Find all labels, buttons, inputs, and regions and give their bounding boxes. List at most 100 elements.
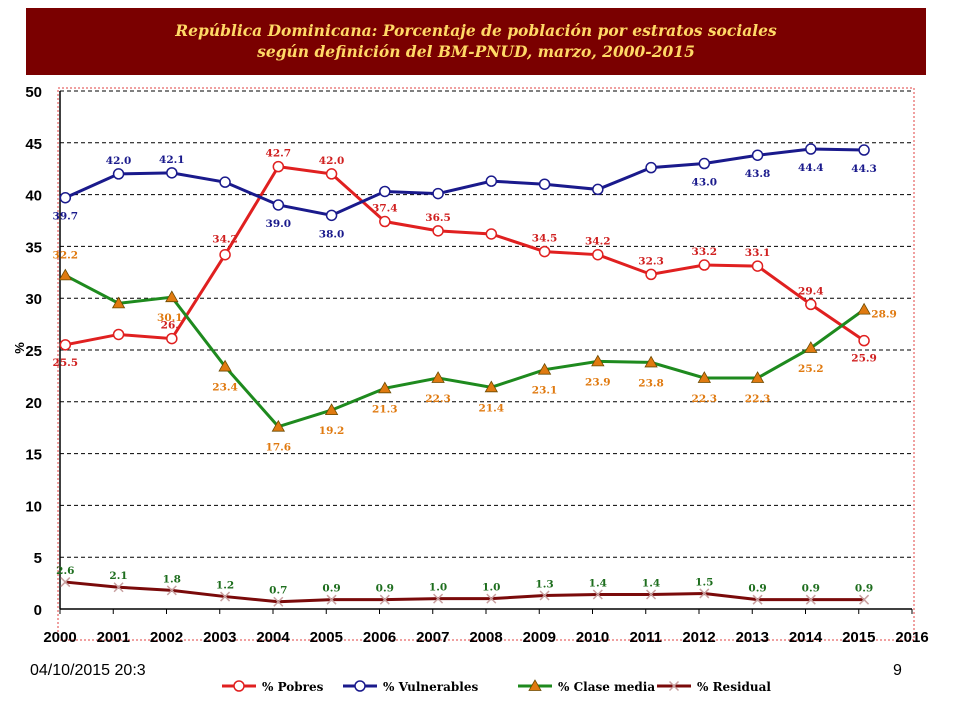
vulnerables-point [112,168,125,180]
clase-media-data-label: 22.3 [745,393,771,405]
clase-media-data-label: 23.4 [212,382,238,394]
slide-number: 9 [893,662,902,679]
legend-label: % Vulnerables [383,680,478,694]
pobres-data-label: 37.4 [372,203,398,215]
residual-data-label: 1.8 [163,573,181,585]
legend-residual-point [668,680,680,692]
residual-data-label: 0.9 [855,583,873,595]
y-tick-label: 20 [25,395,42,412]
residual-point [859,594,870,605]
pobres-point [538,245,551,258]
pobres-data-label: 29.4 [798,285,824,297]
x-tick-label: 2016 [895,629,928,646]
residual-data-label: 1.5 [695,576,713,588]
vulnerables-point [59,191,72,204]
clase-media-data-label: 23.9 [585,376,611,388]
x-tick-label: 2013 [736,629,769,646]
clase-media-point [271,419,286,432]
y-tick-label: 45 [25,136,42,153]
x-tick-label: 2008 [469,629,502,646]
clase-media-data-label: 19.2 [319,425,345,437]
x-tick-label: 2012 [682,629,715,646]
vulnerables-point [379,185,391,198]
residual-point [486,593,497,604]
residual-point [273,596,284,607]
legend-clase-media-point [528,679,542,691]
clase-media-point [484,380,499,393]
residual-data-label: 1.3 [535,579,553,591]
vulnerables-data-label: 43.0 [692,177,718,189]
plot-area-border [57,87,915,641]
y-axis-label: % [12,342,27,354]
x-tick-label: 2011 [629,629,662,646]
x-tick-label: 2005 [310,629,343,646]
legend-label: % Residual [697,680,771,694]
legend-label: % Clase media [558,680,655,694]
pobres-data-label: 26. [161,320,179,332]
clase-media-point [218,359,232,372]
pobres-point [751,260,764,272]
y-tick-label: 35 [25,239,42,256]
residual-point [805,594,816,605]
clase-media-data-label: 21.3 [372,403,398,415]
residual-data-label: 0.9 [322,583,340,595]
x-tick-label: 2014 [789,629,823,646]
pobres-point [592,248,604,261]
residual-point [326,594,337,605]
residual-data-label: 0.9 [376,583,394,595]
residual-point [752,594,763,605]
clase-media-data-label: 23.8 [638,377,664,389]
residual-point [433,593,444,604]
pobres-data-label: 42.0 [319,155,345,167]
clase-media-point [697,371,712,383]
clase-media-data-label: 23.1 [532,385,558,397]
y-tick-label: 0 [34,602,42,619]
clase-media-data-label: 30.1 [157,312,183,324]
residual-point [646,589,657,600]
vulnerables-point [592,183,604,196]
residual-data-label: 1.0 [429,582,447,594]
residual-point [699,588,710,599]
vulnerables-point [325,209,338,222]
chart-title-line-2: según definición del BM-PNUD, marzo, 200… [257,42,695,61]
pobres-point [485,228,498,240]
clase-media-point [58,268,73,281]
chart-title-banner: República Dominicana: Porcentaje de pobl… [26,8,926,75]
y-tick-label: 40 [25,188,42,205]
x-tick-label: 2015 [842,629,875,646]
clase-media-point [378,381,392,394]
pobres-point [325,168,338,180]
y-tick-label: 15 [25,447,42,464]
pobres-data-label: 36.5 [425,212,451,224]
y-tick-label: 50 [25,84,42,101]
pobres-point [219,248,231,261]
pobres-point [112,328,125,341]
pobres-data-label: 42.7 [266,148,292,160]
clase-media-point [857,302,871,315]
clase-media-point [431,371,445,383]
clase-media-data-label: 21.4 [479,402,505,414]
vulnerables-data-label: 43.8 [745,168,771,180]
residual-data-label: 0.9 [748,583,766,595]
clase-media-data-label: 32.2 [53,249,79,261]
y-tick-label: 25 [25,343,42,360]
y-tick-label: 30 [25,291,42,308]
residual-line [65,580,865,604]
pobres-data-label: 25.5 [53,357,79,369]
residual-point [220,591,231,602]
residual-data-label: 1.0 [482,582,500,594]
x-tick-label: 2009 [523,629,556,646]
pobres-point [379,215,391,228]
pobres-data-label: 34.5 [532,233,558,245]
vulnerables-point [805,143,817,155]
residual-data-label: 1.4 [642,577,660,589]
pobres-point [698,259,711,271]
vulnerables-point [166,167,178,179]
pobres-data-label: 34.2 [212,234,238,246]
clase-media-point [324,403,339,415]
pobres-data-label: 32.3 [638,255,664,267]
clase-media-point [644,355,658,368]
y-tick-label: 5 [34,550,42,567]
footer-date: 04/10/2015 20:3 [30,662,146,679]
pobres-data-label: 34.2 [585,236,611,248]
